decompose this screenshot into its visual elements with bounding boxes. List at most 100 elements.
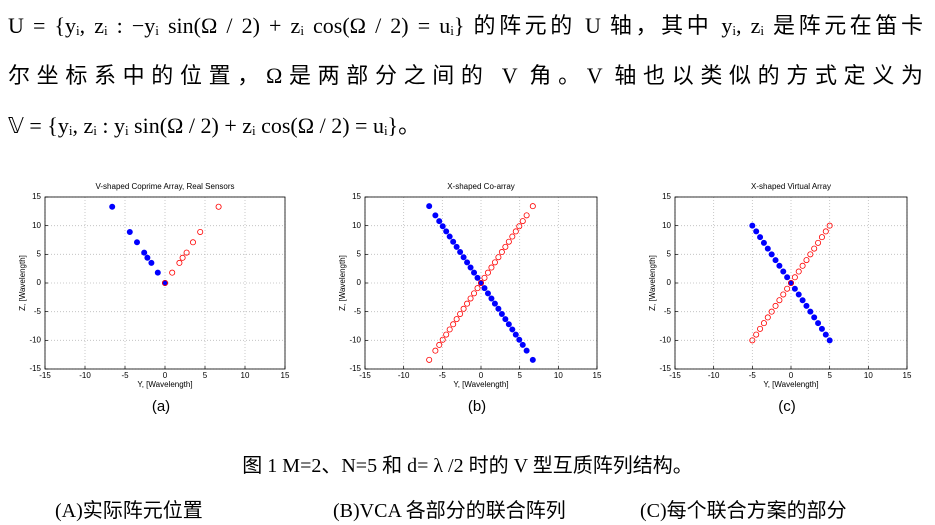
data-point: [446, 233, 453, 240]
data-point: [484, 290, 491, 297]
data-point: [450, 321, 457, 328]
data-point: [471, 290, 478, 297]
data-point: [784, 285, 791, 292]
data-point: [799, 297, 806, 304]
y-tick-label: 0: [667, 278, 672, 287]
data-point: [757, 234, 764, 241]
x-tick-label: 10: [554, 371, 563, 380]
data-point: [757, 325, 764, 332]
data-point: [772, 302, 779, 309]
data-point: [807, 308, 814, 315]
data-point: [467, 295, 474, 302]
data-point: [436, 218, 443, 225]
data-point: [460, 254, 467, 261]
data-point: [161, 279, 168, 286]
y-tick-label: -5: [664, 307, 672, 316]
plot-frame: [364, 196, 598, 370]
y-tick-label: -15: [659, 364, 671, 373]
y-tick-label: 5: [667, 249, 672, 258]
y-tick-label: 15: [32, 192, 41, 201]
x-axis-label: Y, [Wavelength]: [763, 380, 818, 389]
data-point: [495, 254, 502, 261]
data-point: [109, 203, 116, 210]
data-point: [818, 234, 825, 241]
data-point: [505, 238, 512, 245]
data-point: [481, 285, 488, 292]
data-point: [784, 274, 791, 281]
data-point: [474, 274, 481, 281]
figure: -15 -10 -5 0 5 10 15 -15 -10 -5 0 5 10 15 V-shaped Cop…: [18, 182, 912, 415]
data-point: [148, 259, 155, 266]
y-tick-label: -10: [659, 335, 671, 344]
data-point: [502, 316, 509, 323]
data-point: [491, 300, 498, 307]
paragraph-line: 尔坐标系中的位置，Ω是两部分之间的 V 角。V 轴也以类似的方式定义为: [8, 63, 923, 88]
data-point: [460, 305, 467, 312]
data-point: [776, 262, 783, 269]
data-point: [512, 228, 519, 235]
data-point: [426, 356, 433, 363]
data-point: [446, 326, 453, 333]
subcaption: (B)VCA 各部分的联合阵列: [333, 500, 566, 522]
y-tick-label: -5: [354, 307, 362, 316]
data-point: [439, 336, 446, 343]
data-point: [768, 251, 775, 258]
data-point: [516, 336, 523, 343]
data-point: [811, 314, 818, 321]
data-point: [464, 259, 471, 266]
data-point: [815, 239, 822, 246]
x-tick-label: 5: [203, 371, 208, 380]
data-point: [464, 300, 471, 307]
x-tick-label: 5: [517, 371, 522, 380]
data-point: [467, 264, 474, 271]
x-tick-label: -5: [439, 371, 447, 380]
data-point: [215, 203, 222, 210]
data-point: [529, 203, 536, 210]
y-tick-label: 10: [662, 221, 671, 230]
data-point: [753, 331, 760, 338]
y-tick-label: -10: [349, 335, 361, 344]
subfigure-label: (a): [152, 398, 170, 415]
y-tick-label: -15: [29, 364, 41, 373]
data-point: [799, 262, 806, 269]
figure-caption: 图 1 M=2、N=5 和 d= λ /2 时的 V 型互质阵列结构。: [242, 455, 693, 477]
data-point: [516, 223, 523, 230]
data-point: [818, 325, 825, 332]
x-tick-label: 0: [789, 371, 794, 380]
data-point: [512, 331, 519, 338]
y-tick-label: 0: [357, 278, 362, 287]
data-point: [822, 331, 829, 338]
data-point: [760, 239, 767, 246]
data-point: [126, 228, 133, 235]
chart-title: X-shaped Virtual Array: [751, 182, 831, 191]
data-point: [432, 347, 439, 354]
data-point: [488, 264, 495, 271]
data-point: [183, 249, 190, 256]
y-tick-label: -10: [29, 335, 41, 344]
x-tick-label: -10: [708, 371, 720, 380]
x-axis-label: Y, [Wavelength]: [453, 380, 508, 389]
x-tick-label: -5: [121, 371, 129, 380]
data-point: [791, 285, 798, 292]
data-point: [498, 310, 505, 317]
x-tick-label: 15: [903, 371, 912, 380]
data-point: [491, 259, 498, 266]
data-point: [749, 337, 756, 344]
y-tick-label: 15: [662, 192, 671, 201]
data-point: [753, 228, 760, 235]
y-tick-label: 0: [37, 278, 42, 287]
data-point: [780, 291, 787, 298]
data-point: [764, 314, 771, 321]
x-tick-label: 0: [479, 371, 484, 380]
data-point: [815, 320, 822, 327]
data-point: [477, 279, 484, 286]
data-point: [439, 223, 446, 230]
data-point: [176, 259, 183, 266]
x-axis-label: Y, [Wavelength]: [137, 380, 192, 389]
x-tick-label: -15: [359, 371, 371, 380]
data-point: [776, 297, 783, 304]
x-tick-label: 5: [827, 371, 832, 380]
data-point: [826, 222, 833, 229]
data-point: [529, 356, 536, 363]
